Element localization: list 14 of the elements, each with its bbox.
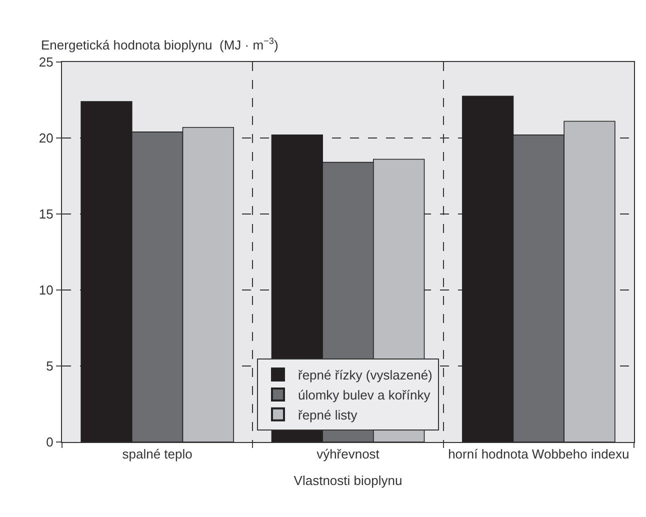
legend-label: úlomky bulev a kořínky: [298, 388, 431, 403]
legend-label: řepné listy: [298, 407, 358, 422]
y-tick-label: 0: [46, 434, 54, 450]
y-tick-label: 25: [38, 54, 54, 70]
y-tick-label: 5: [46, 358, 54, 374]
x-axis-title: Vlastnosti bioplynu: [294, 473, 402, 488]
x-tick-label: horní hodnota Wobbeho indexu: [448, 446, 630, 462]
x-tick-label: spalné teplo: [122, 446, 192, 462]
y-tick-label: 15: [38, 206, 54, 222]
y-axis-title: Energetická hodnota bioplynu (MJ · m$^{−3}$): [41, 36, 278, 52]
y-tick-label: 10: [38, 282, 54, 298]
x-tick-label: výhřevnost: [316, 446, 380, 462]
legend-label: řepné řízky (vyslazené): [298, 368, 432, 383]
y-tick-label: 20: [38, 130, 54, 146]
